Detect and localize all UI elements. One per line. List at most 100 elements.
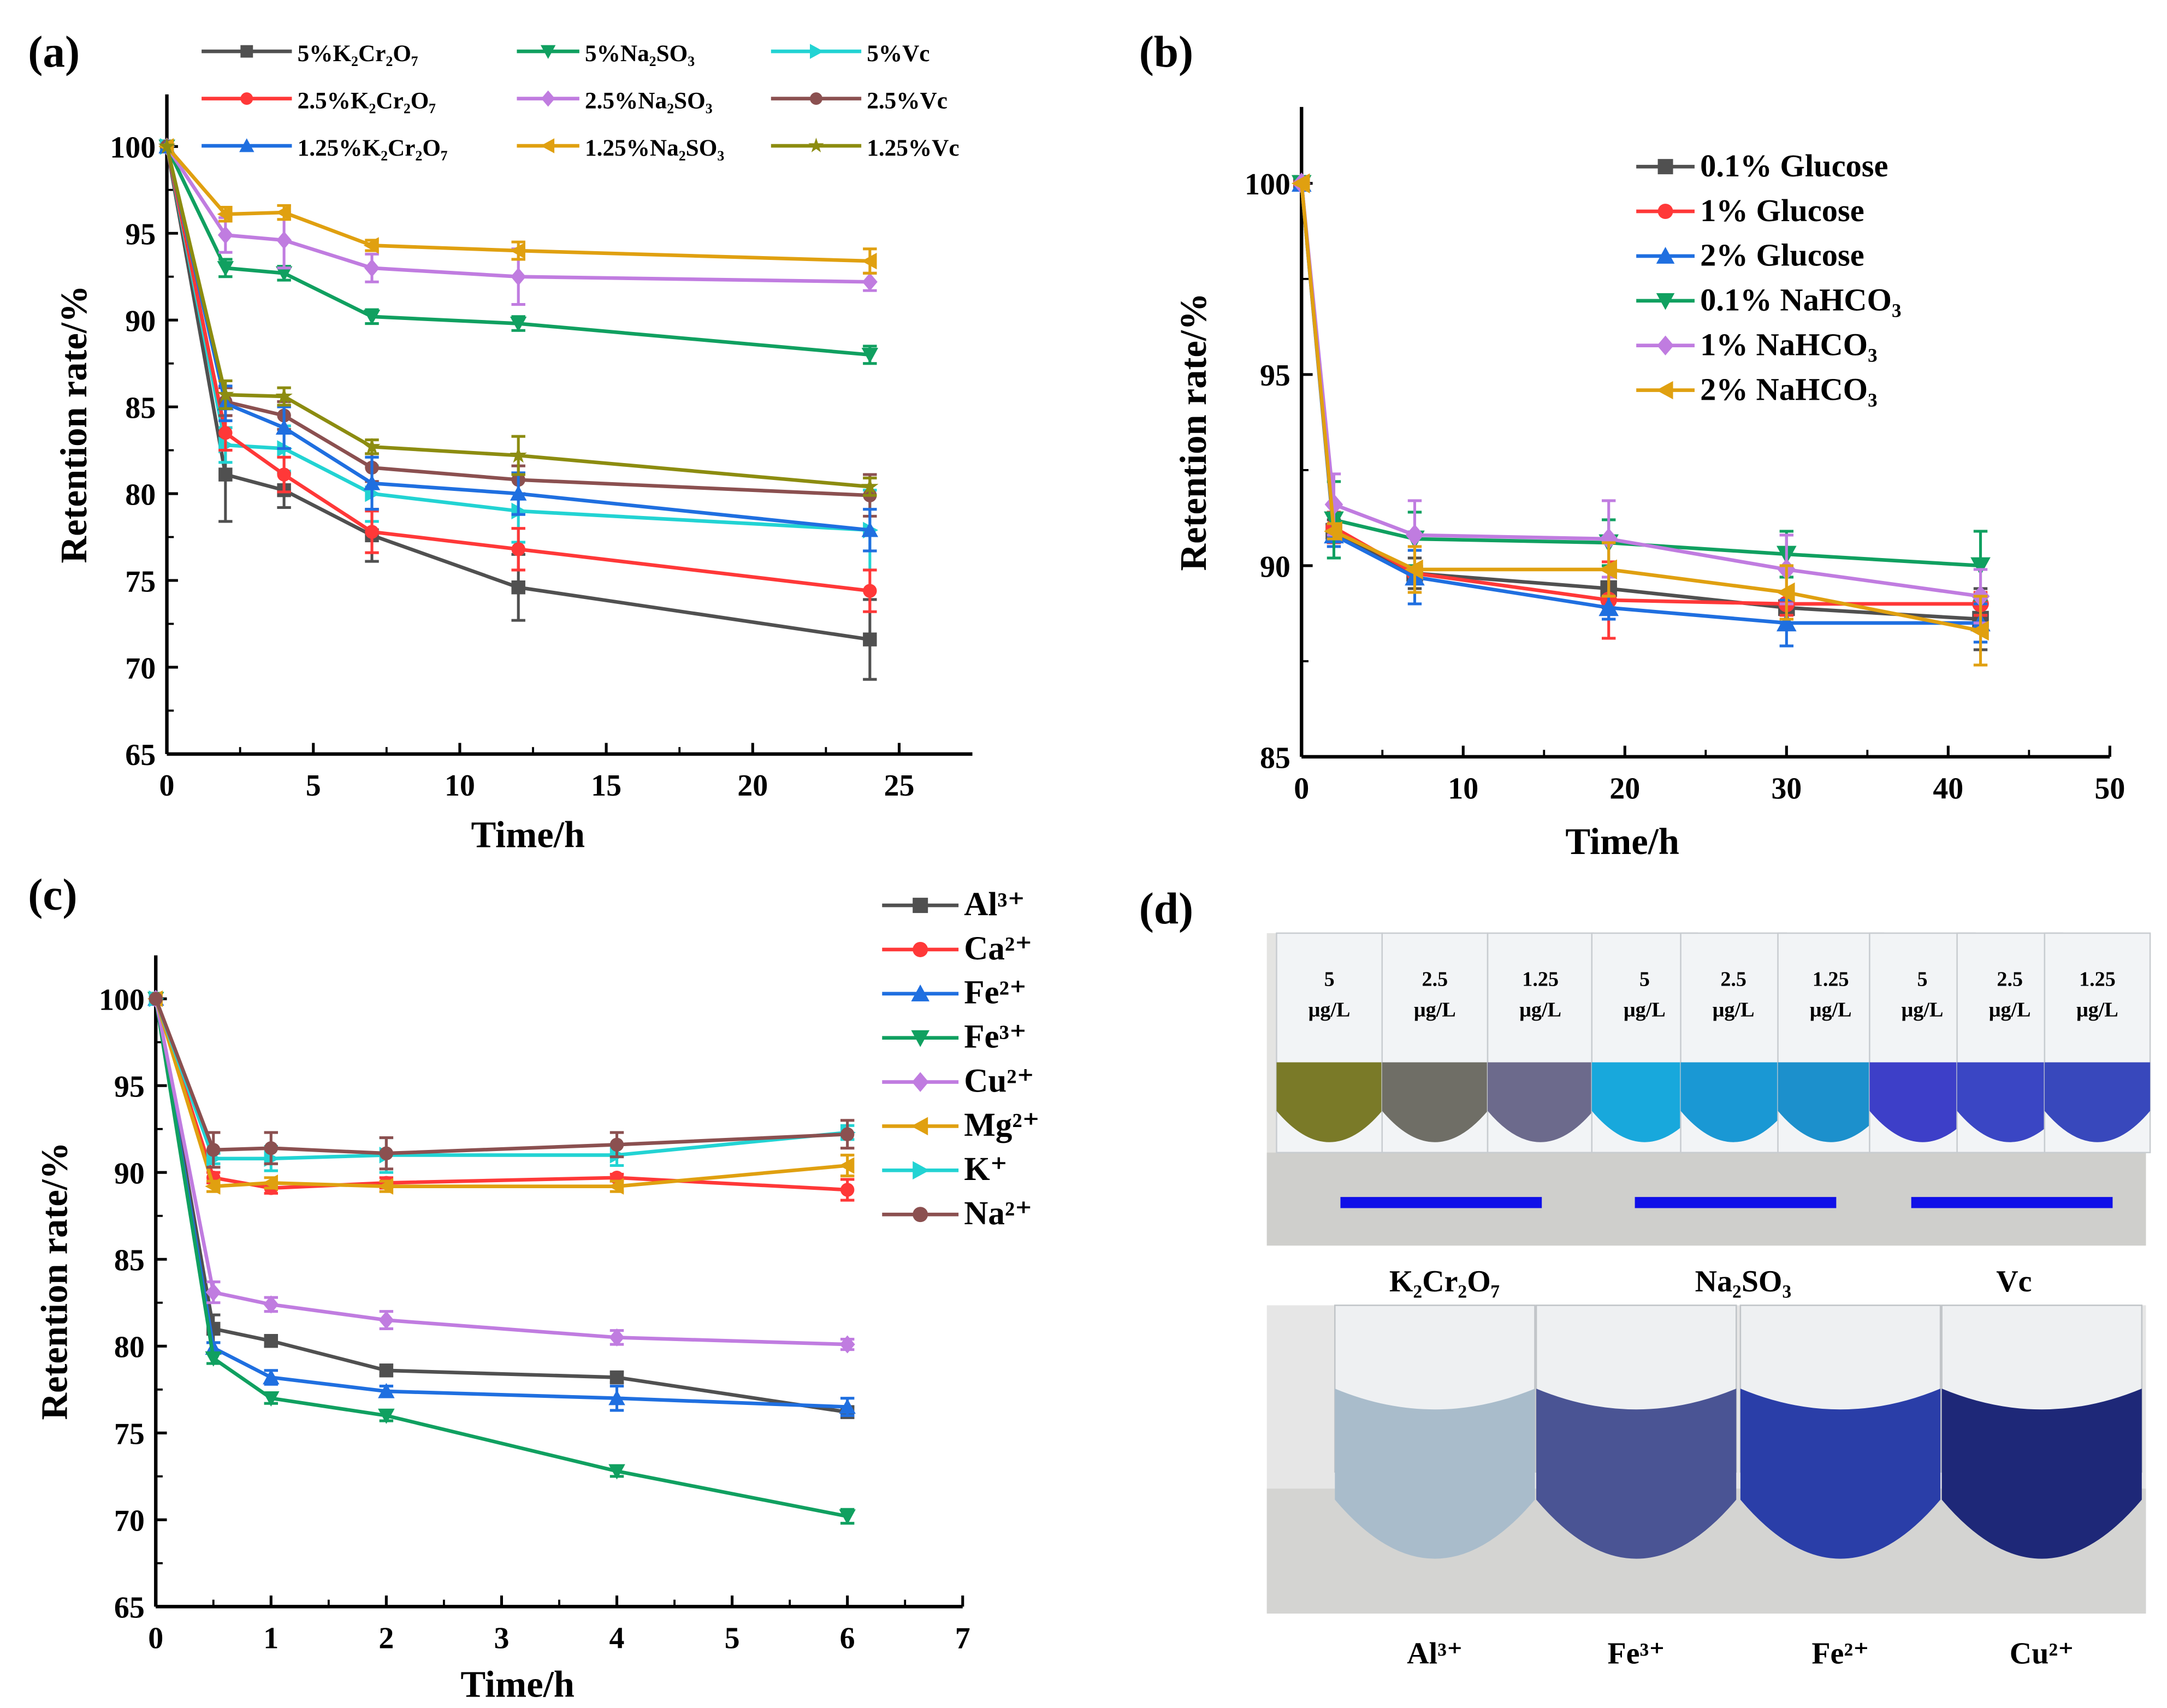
ion-label: Cu²⁺	[2010, 1637, 2074, 1671]
x-tick-label: 5	[725, 1622, 740, 1656]
y-tick-label: 85	[125, 391, 156, 425]
data-point-marker	[363, 437, 381, 454]
y-axis-label: Retention rate/%	[53, 285, 94, 563]
x-tick-label: 10	[445, 769, 475, 803]
legend-item: K⁺	[882, 1151, 1008, 1188]
legend-item: 2% Glucose	[1636, 238, 1864, 273]
tube-liquid	[1382, 1062, 1488, 1142]
x-axis-label: Time/h	[471, 814, 585, 855]
series-7	[158, 138, 877, 275]
data-point-marker	[911, 985, 929, 1001]
series-line	[1299, 183, 1981, 568]
y-tick-label: 65	[114, 1591, 145, 1625]
series-line	[153, 998, 848, 1409]
legend-item: 0.1% Glucose	[1636, 148, 1888, 183]
data-point-marker	[1405, 559, 1423, 580]
data-point-marker	[1970, 557, 1991, 576]
x-tick-label: 0	[148, 1622, 163, 1656]
data-point-marker	[264, 1334, 279, 1348]
data-point-marker	[1777, 613, 1797, 632]
data-point-marker	[608, 1464, 625, 1480]
legend-item: Al³⁺	[882, 886, 1025, 923]
series-3	[147, 992, 856, 1525]
x-tick-label: 20	[737, 769, 768, 803]
x-tick-label: 30	[1771, 772, 1802, 805]
series-line	[165, 145, 870, 263]
data-point-marker	[540, 45, 556, 59]
data-point-marker	[1657, 159, 1673, 175]
y-tick-label: 70	[114, 1504, 145, 1538]
legend-label: 2.5%K₂Cr₂O₇	[298, 87, 436, 114]
data-point-marker	[379, 1146, 394, 1160]
series-line	[165, 146, 871, 489]
legend-item: 1.25%K₂Cr₂O₇	[202, 135, 448, 161]
tube-liquid	[1869, 1062, 1975, 1142]
test-tube	[1334, 1304, 1536, 1559]
data-point-marker	[1656, 247, 1675, 264]
legend-label: Fe³⁺	[964, 1019, 1027, 1055]
test-tube: 2.5 μg/L	[1381, 932, 1489, 1154]
data-point-marker	[913, 898, 928, 914]
panel-label: (b)	[1139, 27, 1193, 76]
data-point-marker	[378, 1311, 394, 1330]
y-tick-label: 80	[114, 1331, 145, 1365]
concentration-unit: μg/L	[1713, 999, 1755, 1022]
x-tick-label: 10	[1448, 772, 1478, 805]
legend: 5%K₂Cr₂O₇ 5%Na₂SO₃ 5%Vc 2.5%K₂Cr₂O₇ 2.5%Na₂S…	[202, 40, 960, 161]
test-tube	[1941, 1304, 2143, 1559]
data-point-marker	[609, 1137, 624, 1152]
legend-label: 1.25%Vc	[867, 135, 959, 161]
legend-label: 2.5%Na₂SO₃	[585, 87, 713, 114]
data-point-marker	[608, 1178, 624, 1195]
data-point-marker	[1657, 204, 1673, 220]
x-tick-label: 7	[955, 1622, 970, 1656]
concentration-value: 1.25	[2079, 968, 2116, 991]
bottom-photo	[1266, 1304, 2146, 1614]
panel-label: (c)	[28, 870, 77, 920]
legend-label: Fe²⁺	[964, 975, 1027, 1011]
x-axis-label: Time/h	[1565, 821, 1679, 862]
data-point-marker	[839, 1157, 855, 1174]
legend-label: 5%Vc	[867, 40, 929, 67]
x-tick-label: 0	[159, 769, 175, 803]
x-tick-label: 25	[884, 769, 914, 803]
concentration-value: 2.5	[1422, 968, 1448, 991]
group-bar	[1911, 1197, 2113, 1208]
series-0	[159, 139, 877, 681]
legend-item: Ca²⁺	[882, 930, 1032, 967]
legend-label: Ca²⁺	[964, 930, 1032, 967]
tube-liquid	[1941, 1389, 2142, 1559]
data-point-marker	[205, 1351, 222, 1367]
legend-item: 1.25%Vc	[771, 135, 960, 161]
x-tick-label: 0	[1294, 772, 1309, 805]
data-point-marker	[861, 252, 877, 270]
data-point-marker	[240, 45, 253, 58]
x-tick-label: 3	[494, 1622, 509, 1656]
series-line	[165, 146, 871, 532]
data-point-marker	[861, 348, 879, 364]
series-6	[149, 990, 856, 1174]
x-tick-label: 40	[1933, 772, 1963, 805]
legend-label: 5%K₂Cr₂O₇	[298, 40, 418, 67]
series-line	[165, 145, 870, 284]
data-point-marker	[275, 204, 291, 221]
data-point-marker	[363, 237, 379, 254]
data-point-marker	[911, 1072, 929, 1092]
data-point-marker	[861, 521, 879, 537]
tube-liquid	[1680, 1062, 1786, 1142]
test-tube: 1.25 μg/L	[1487, 932, 1594, 1154]
concentration-value: 1.25	[1522, 968, 1559, 991]
data-point-marker	[378, 1178, 394, 1195]
chart-b: (b) 0 10 20 30 40 50 85 90 95 100 Time/h Retention r…	[1139, 27, 2125, 862]
tube-liquid	[1591, 1062, 1698, 1142]
series-1	[158, 139, 879, 365]
series-line	[153, 998, 848, 1519]
group-label: Na₂SO₃	[1695, 1265, 1792, 1298]
series-line	[1299, 183, 1981, 625]
legend-item: 1% Glucose	[1636, 193, 1864, 228]
ion-label: Fe³⁺	[1608, 1637, 1665, 1671]
test-tube: 5 μg/L	[1591, 932, 1698, 1154]
x-axis-label: Time/h	[460, 1664, 575, 1705]
legend-item: Cu²⁺	[882, 1063, 1034, 1099]
data-point-marker	[217, 226, 233, 244]
